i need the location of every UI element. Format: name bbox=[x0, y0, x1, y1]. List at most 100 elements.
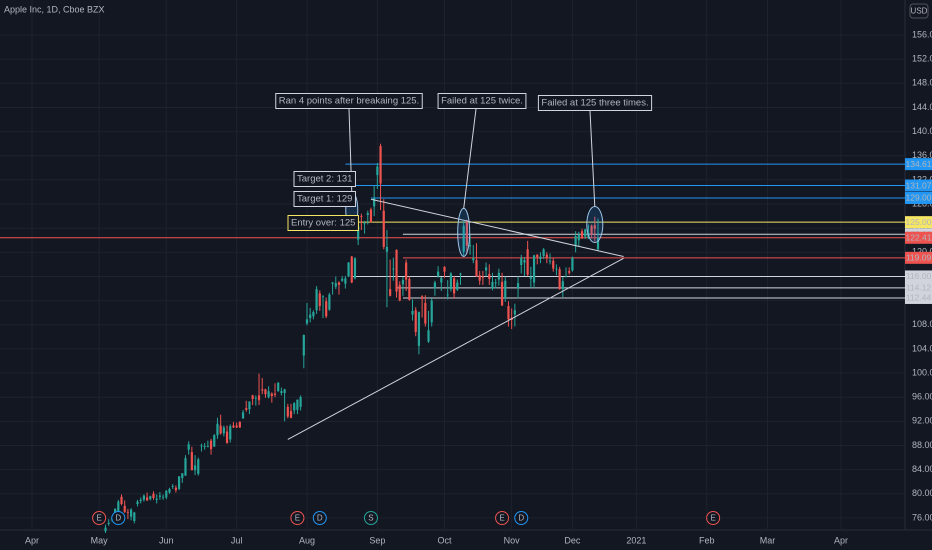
candle-body bbox=[507, 306, 510, 320]
candle-body bbox=[203, 446, 206, 447]
price-level-tag bbox=[905, 281, 932, 294]
candle-body bbox=[248, 401, 251, 410]
event-label: E bbox=[295, 514, 300, 523]
candle-body bbox=[376, 166, 379, 176]
candle-body bbox=[174, 487, 177, 491]
callout-text-box bbox=[437, 93, 527, 109]
candle-body bbox=[344, 278, 347, 284]
candle-body bbox=[366, 213, 369, 215]
y-tick-label: 100.00 bbox=[912, 367, 932, 377]
candle-body bbox=[187, 444, 190, 450]
candle-body bbox=[209, 440, 213, 450]
candle-body bbox=[539, 256, 542, 259]
candle-body bbox=[126, 511, 130, 513]
candle-body bbox=[286, 406, 289, 417]
price-level-tag bbox=[905, 291, 932, 304]
candle-body bbox=[273, 393, 277, 395]
candle-body bbox=[385, 246, 389, 252]
trendline bbox=[370, 198, 624, 258]
price-level-label: 125.00 bbox=[906, 217, 932, 227]
price-level-label: 131.07 bbox=[906, 180, 932, 190]
candle-body bbox=[529, 277, 532, 279]
candle-body bbox=[491, 281, 494, 289]
price-level-label: 122.41 bbox=[906, 233, 932, 243]
candle-body bbox=[117, 501, 120, 512]
candle-body bbox=[475, 260, 478, 277]
candle-body bbox=[225, 431, 229, 444]
candle-body bbox=[520, 258, 523, 265]
callout-text-box bbox=[537, 95, 653, 111]
event-label: E bbox=[96, 514, 101, 523]
candle-body bbox=[564, 276, 568, 278]
candle-body bbox=[392, 268, 395, 270]
callout-text: Failed at 125 twice. bbox=[441, 96, 523, 107]
x-tick-label: May bbox=[91, 535, 109, 545]
candle-body bbox=[261, 389, 264, 391]
candle-body bbox=[430, 300, 433, 323]
candle-body bbox=[571, 257, 574, 271]
price-level-tag bbox=[905, 158, 932, 171]
candle-body bbox=[443, 266, 446, 272]
candle-body bbox=[232, 425, 235, 428]
price-level-label: 129.00 bbox=[906, 193, 932, 203]
candle-body bbox=[379, 146, 382, 184]
event-badge bbox=[706, 511, 721, 525]
x-tick-label: Oct bbox=[437, 535, 452, 545]
event-badge bbox=[111, 511, 126, 525]
candle-body bbox=[427, 330, 430, 342]
candle-body bbox=[353, 258, 357, 279]
plot: Ran 4 points after breakaing 125. Failed … bbox=[0, 93, 905, 534]
candle-body bbox=[526, 249, 529, 275]
candle-body bbox=[382, 210, 385, 247]
candle-body bbox=[142, 495, 146, 500]
candle-body bbox=[357, 225, 360, 240]
event-label: D bbox=[115, 514, 121, 523]
candle-body bbox=[417, 312, 421, 346]
candle-body bbox=[197, 459, 200, 474]
candle-body bbox=[155, 498, 158, 500]
x-tick-label: Jul bbox=[231, 535, 243, 545]
candle-body bbox=[478, 275, 481, 281]
axes: 76.00 80.00 84.00 88.00 92.00 96.00 100.00 104.… bbox=[25, 29, 932, 545]
candle-body bbox=[222, 427, 225, 434]
currency: USD bbox=[911, 7, 928, 16]
candle-body bbox=[177, 476, 181, 489]
level-note: Target 2: 131 bbox=[297, 174, 352, 185]
candle-body bbox=[459, 273, 462, 275]
x-tick-label: Feb bbox=[699, 535, 715, 545]
candle-body bbox=[414, 310, 417, 333]
candle-body bbox=[437, 271, 440, 277]
callout-text-group: Failed at 125 twice. bbox=[437, 93, 527, 109]
candle-body bbox=[472, 258, 475, 261]
y-tick-label: 84.00 bbox=[912, 464, 932, 474]
candle-body bbox=[532, 255, 536, 283]
candle-body bbox=[296, 399, 299, 410]
chart-title: Apple Inc, 1D, Cboe BZX bbox=[4, 4, 105, 14]
candle-body bbox=[568, 271, 571, 273]
candle-body bbox=[107, 522, 110, 524]
candle-body bbox=[216, 423, 219, 436]
candle-body bbox=[484, 267, 488, 271]
price-level-label: 134.61 bbox=[906, 159, 932, 169]
candle-body bbox=[328, 294, 331, 310]
price-level-label: 116.00 bbox=[906, 271, 932, 281]
candle-body bbox=[373, 197, 376, 207]
candle-body bbox=[500, 281, 504, 306]
candle-body bbox=[577, 234, 580, 241]
candle-body bbox=[433, 282, 437, 289]
candle-body bbox=[184, 458, 187, 476]
highlight-ellipse bbox=[586, 206, 604, 244]
candle-body bbox=[545, 254, 548, 259]
callout-text: Failed at 125 three times. bbox=[541, 98, 648, 109]
candle-body bbox=[580, 231, 584, 239]
y-tick-label: 148.00 bbox=[912, 78, 932, 88]
candle-body bbox=[146, 497, 149, 501]
x-tick-label: Apr bbox=[25, 535, 39, 545]
y-tick-label: 76.00 bbox=[912, 512, 932, 522]
price-level-label: 114.12 bbox=[906, 283, 932, 293]
candle-body bbox=[334, 283, 337, 287]
y-tick-label: 120.00 bbox=[912, 247, 932, 257]
candle-body bbox=[254, 397, 257, 399]
callout-text-group: Failed at 125 three times. bbox=[537, 95, 653, 111]
